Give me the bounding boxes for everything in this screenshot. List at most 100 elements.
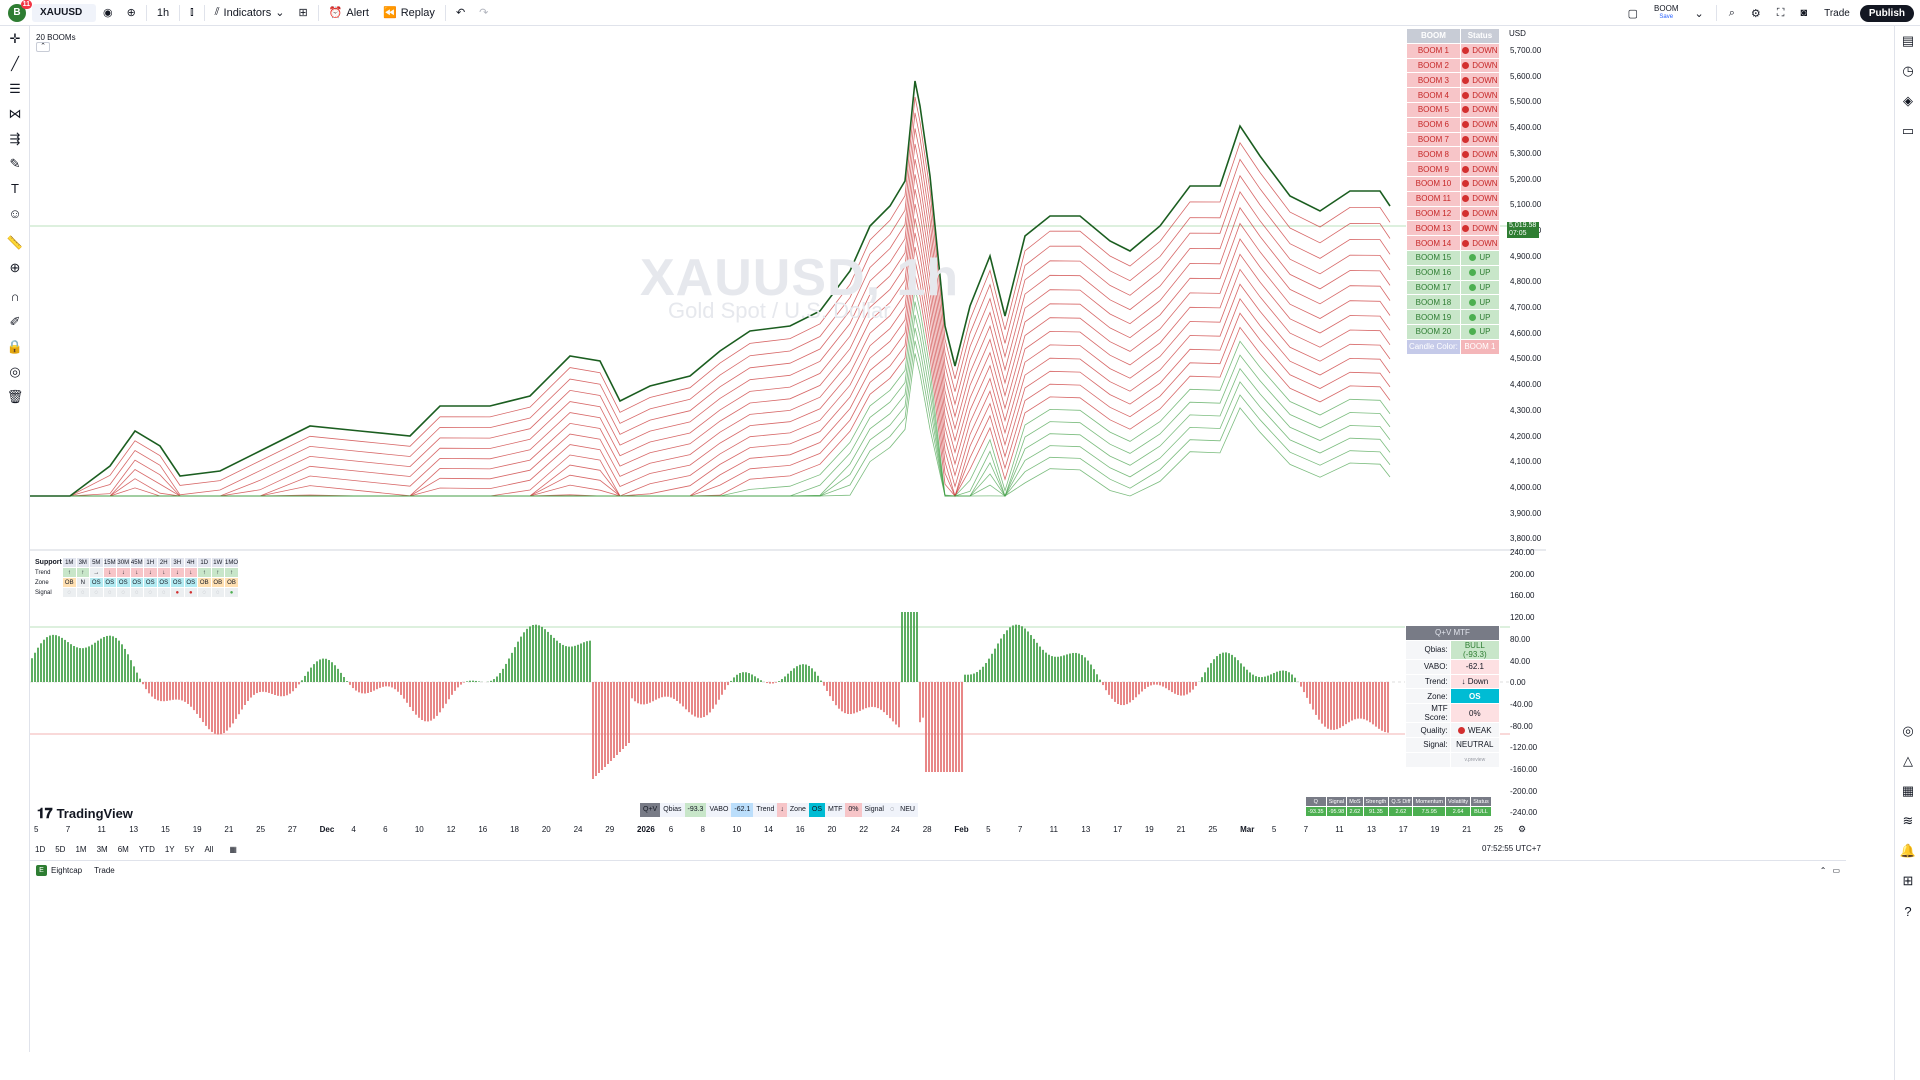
camera-icon[interactable]: ◙ bbox=[1800, 7, 1808, 19]
trade-tab[interactable]: Trade bbox=[94, 866, 115, 875]
momentum-value: -93.35 bbox=[1305, 806, 1327, 817]
settings-gear-icon[interactable]: ⚙ bbox=[1750, 7, 1761, 20]
pattern-icon[interactable]: ⋈ bbox=[8, 105, 22, 121]
emoji-icon[interactable]: ☺ bbox=[8, 206, 22, 221]
watchlist-icon[interactable]: ▤ bbox=[1901, 33, 1915, 48]
time-tick: 21 bbox=[1462, 825, 1472, 834]
boom-header: BOOM bbox=[1406, 28, 1461, 44]
fib-icon[interactable]: ☰ bbox=[9, 80, 21, 96]
fullscreen-icon[interactable]: ⛶ bbox=[1776, 6, 1785, 19]
time-tick: 12 bbox=[446, 825, 456, 834]
chevron-down-icon[interactable]: ⌄ bbox=[1694, 7, 1704, 20]
redo-icon[interactable]: ↷ bbox=[479, 7, 489, 19]
range-button[interactable]: 1D bbox=[35, 844, 46, 854]
chat-icon[interactable]: ▭ bbox=[1901, 123, 1915, 138]
trash-icon[interactable]: 🗑 bbox=[6, 388, 24, 404]
trend-cell: ↓ bbox=[183, 567, 198, 578]
boom-row: BOOM 14 DOWN bbox=[1406, 235, 1501, 251]
layout-square-icon[interactable]: ▢ bbox=[1627, 7, 1639, 20]
candles-icon[interactable]: ⫾ bbox=[190, 6, 194, 18]
signal-cell: ◌ bbox=[143, 587, 158, 598]
interval-button[interactable]: 1h bbox=[156, 6, 170, 19]
boom-status: DOWN bbox=[1459, 42, 1501, 59]
price-tick: 4,000.00 bbox=[1510, 482, 1542, 492]
help-icon[interactable]: ? bbox=[1904, 903, 1912, 919]
currency-label[interactable]: USD bbox=[1509, 29, 1526, 38]
signal-value: NEUTRAL bbox=[1449, 736, 1501, 753]
magnet-icon[interactable]: ∩ bbox=[10, 289, 20, 304]
tradingview-logo[interactable]: 𝟏𝟕 TradingView bbox=[37, 805, 133, 821]
price-tick: 5,700.00 bbox=[1510, 46, 1542, 55]
replay-button[interactable]: ⏪ Replay bbox=[382, 6, 435, 20]
price-chart[interactable] bbox=[30, 26, 1546, 822]
time-tick: 7 bbox=[1303, 825, 1309, 834]
tf-header: 1W bbox=[210, 557, 225, 568]
templates-icon[interactable]: ⊞ bbox=[298, 7, 308, 19]
ideas-icon[interactable]: △ bbox=[1903, 753, 1913, 768]
range-button[interactable]: 3M bbox=[96, 844, 108, 854]
trade-button[interactable]: Trade bbox=[1824, 7, 1850, 19]
boom-status: DOWN bbox=[1459, 190, 1501, 207]
signal-cell: ● bbox=[170, 587, 185, 598]
boom-status: DOWN bbox=[1459, 57, 1501, 74]
crosshair-icon[interactable]: ✛ bbox=[9, 30, 21, 46]
range-button[interactable]: 1M bbox=[75, 844, 87, 854]
collapse-legend-button[interactable]: ⌃ bbox=[36, 42, 50, 52]
target-icon[interactable]: ◎ bbox=[1902, 723, 1914, 738]
range-button[interactable]: 1Y bbox=[164, 844, 175, 854]
alert-button[interactable]: ⏰ Alert bbox=[328, 6, 369, 20]
alerts-clock-icon[interactable]: ◷ bbox=[1902, 63, 1914, 78]
text-icon[interactable]: T bbox=[11, 181, 19, 196]
lock-icon[interactable]: 🔒 bbox=[6, 338, 24, 354]
legend-item: OS bbox=[808, 803, 825, 817]
boom-row: BOOM 3 DOWN bbox=[1406, 72, 1501, 89]
price-tick: 4,600.00 bbox=[1510, 328, 1542, 338]
layout-name[interactable]: BOOM Save bbox=[1654, 4, 1679, 21]
boom-row: BOOM 15 UP bbox=[1406, 249, 1501, 266]
indicators-button[interactable]: ⫽ Indicators ⌄ bbox=[214, 6, 285, 19]
boom-row: BOOM 1 DOWN bbox=[1406, 42, 1501, 59]
publish-button[interactable]: Publish bbox=[1859, 4, 1914, 22]
range-button[interactable]: YTD bbox=[138, 844, 155, 854]
forecast-icon[interactable]: ⇶ bbox=[9, 130, 21, 146]
apps-grid-icon[interactable]: ⊞ bbox=[1902, 873, 1914, 888]
maximize-icon[interactable]: ▭ bbox=[1832, 866, 1840, 875]
collapse-icon[interactable]: ⌃ bbox=[1819, 866, 1827, 875]
zone-cell: OS bbox=[89, 577, 104, 588]
vabo-value: -62.1 bbox=[1449, 658, 1501, 675]
range-button[interactable]: 5Y bbox=[184, 844, 195, 854]
add-symbol-icon[interactable]: ⊕ bbox=[126, 7, 136, 19]
clock-timezone[interactable]: 07:52:55 UTC+7 bbox=[1482, 844, 1541, 853]
trend-label: Trend: bbox=[1405, 673, 1451, 690]
boom-name: BOOM 13 bbox=[1406, 220, 1461, 237]
signal-cell: ◌ bbox=[62, 587, 77, 598]
quick-search-icon[interactable]: ⌕ bbox=[1728, 6, 1735, 19]
goto-date-icon[interactable]: ▦ bbox=[229, 844, 237, 854]
hide-icon[interactable]: ◎ bbox=[9, 363, 21, 379]
trendline-icon[interactable]: ╱ bbox=[11, 55, 19, 71]
zoom-icon[interactable]: ⊕ bbox=[9, 259, 21, 275]
range-button[interactable]: 5D bbox=[55, 844, 66, 854]
layers-icon[interactable]: ◈ bbox=[1903, 93, 1913, 108]
ruler-icon[interactable]: 📏 bbox=[6, 234, 24, 250]
calendar-icon[interactable]: ▦ bbox=[1901, 783, 1915, 798]
brush-icon[interactable]: ✎ bbox=[9, 155, 21, 171]
range-button[interactable]: 6M bbox=[117, 844, 129, 854]
broker-name[interactable]: Eightcap bbox=[51, 866, 83, 875]
range-button[interactable]: All bbox=[204, 844, 214, 854]
symbol-search[interactable]: XAUUSD bbox=[32, 3, 96, 22]
boom-name: BOOM 16 bbox=[1406, 264, 1461, 281]
notifications-bell-icon[interactable]: 🔔 bbox=[1899, 843, 1917, 858]
status-dot-icon bbox=[1469, 283, 1477, 291]
stream-icon[interactable]: ≋ bbox=[1902, 813, 1914, 828]
drawing-toolbar: ✛ ╱ ☰ ⋈ ⇶ ✎ T ☺ 📏 ⊕ ∩ ✐ 🔒 ◎ 🗑 bbox=[0, 26, 30, 1052]
eye-icon[interactable]: ◉ bbox=[103, 7, 113, 19]
widget-bar: ▤ ◷ ◈ ▭ ◎ △ ▦ ≋ 🔔 ⊞ ? bbox=[1894, 26, 1920, 1080]
user-avatar[interactable]: B 11 bbox=[8, 0, 32, 22]
boom-status: UP bbox=[1459, 309, 1501, 325]
indicator-legend[interactable]: 20 BOOMs bbox=[36, 33, 76, 42]
undo-icon[interactable]: ↶ bbox=[455, 7, 466, 19]
axis-settings-icon[interactable]: ⚙ bbox=[1518, 824, 1527, 834]
stay-drawing-icon[interactable]: ✐ bbox=[9, 313, 21, 329]
time-axis[interactable]: 5 7 11 13 15 19 21 25 27 Dec 4 6 10 12 16 18 20 24 29 2026 6… bbox=[30, 822, 1510, 836]
